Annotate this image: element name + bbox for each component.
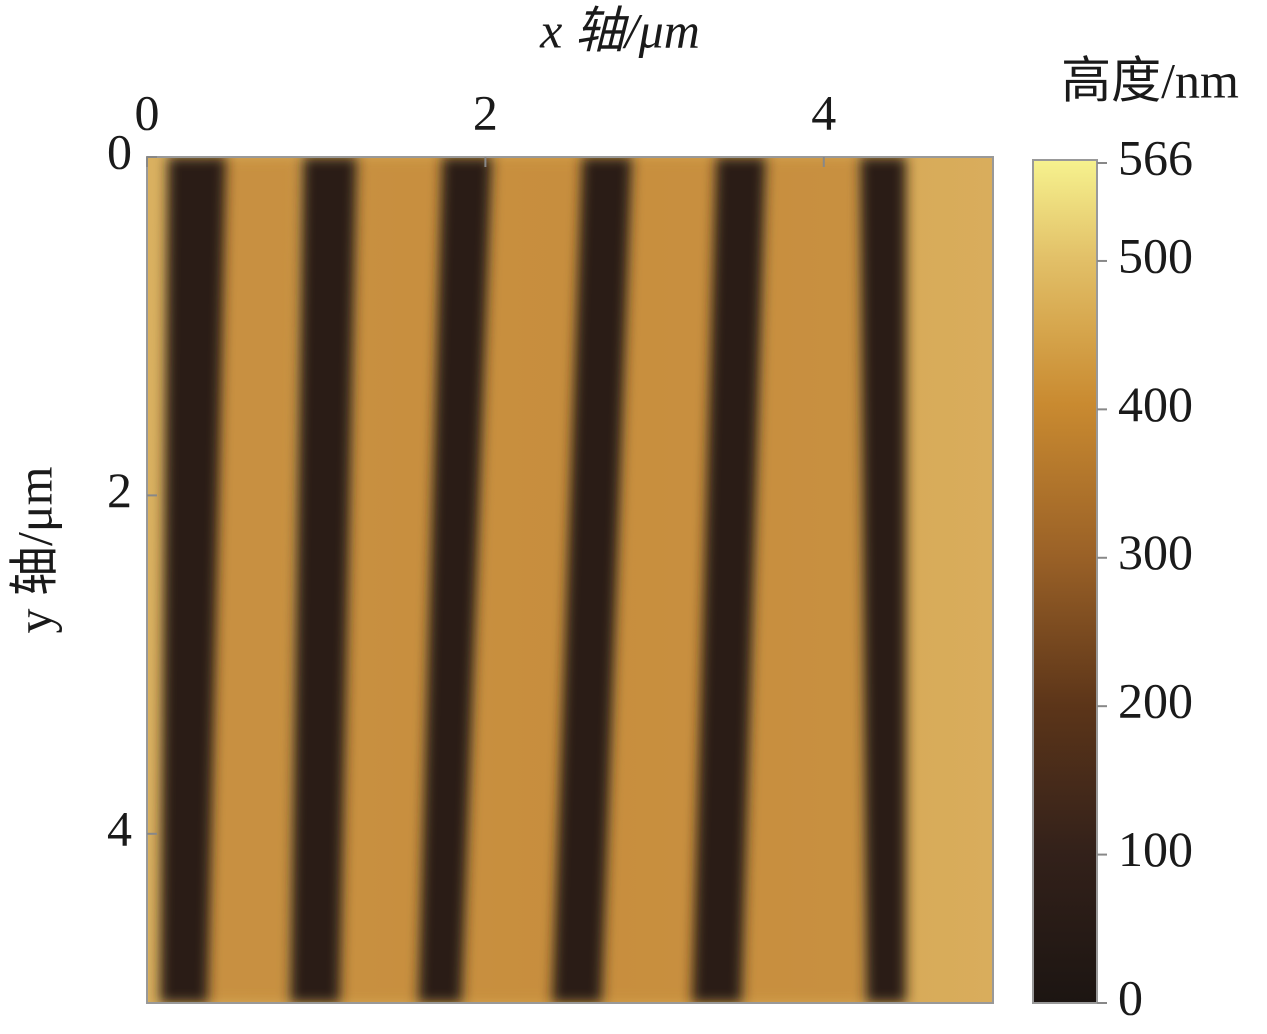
colorbar-tick-label: 100 bbox=[1118, 821, 1193, 877]
y-tick-label: 2 bbox=[107, 462, 132, 518]
colorbar-tick-label: 566 bbox=[1118, 129, 1193, 185]
x-tick-label: 0 bbox=[135, 84, 160, 140]
colorbar-tick-label: 200 bbox=[1118, 673, 1193, 729]
colorbar-tick-label: 300 bbox=[1118, 524, 1193, 580]
colorbar-title: 高度/nm bbox=[1061, 52, 1239, 108]
x-tick-label: 4 bbox=[811, 84, 836, 140]
colorbar-tick-label: 400 bbox=[1118, 376, 1193, 432]
x-axis-title: x 轴/μm bbox=[539, 2, 700, 58]
plot-frame bbox=[146, 156, 994, 1004]
colorbar-tick-label: 0 bbox=[1118, 969, 1143, 1025]
y-tick-label: 4 bbox=[107, 800, 132, 856]
x-tick-label: 2 bbox=[473, 84, 498, 140]
y-axis-title: y 轴/μm bbox=[6, 466, 62, 633]
y-tick-label: 0 bbox=[107, 123, 132, 179]
colorbar bbox=[1032, 159, 1098, 1004]
height-map bbox=[147, 157, 993, 1003]
colorbar-tick-label: 500 bbox=[1118, 227, 1193, 283]
